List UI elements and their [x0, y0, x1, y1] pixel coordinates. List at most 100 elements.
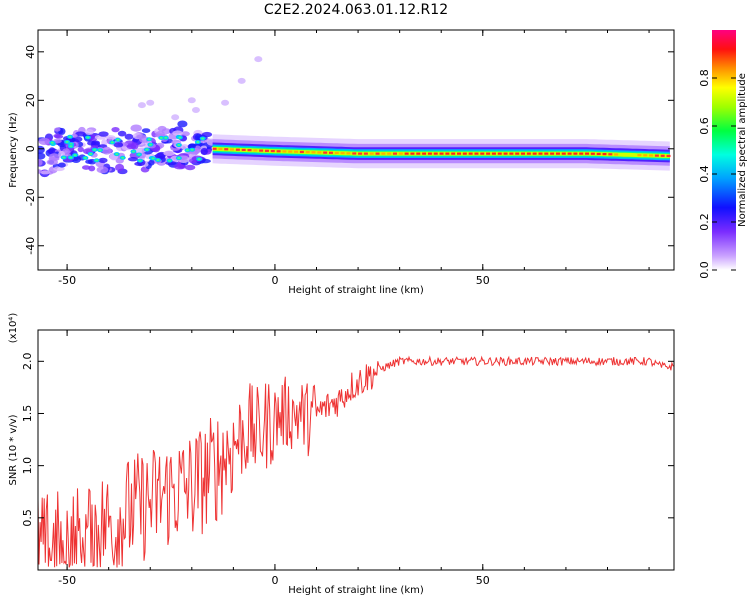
spectrogram-blob: [237, 77, 246, 84]
spectrogram-ridge-core: [491, 152, 496, 155]
spectrogram-ridge-core: [340, 152, 345, 155]
spectrogram-xlabel: Height of straight line (km): [288, 285, 424, 296]
spectrogram-hotspot-core: [62, 156, 66, 159]
snr-ytick-label: 2.0: [21, 353, 34, 371]
spectrogram-blob: [177, 120, 188, 128]
spectrogram-ridge-core: [352, 152, 357, 155]
spectrogram-ridge-core: [561, 152, 566, 155]
spectrogram-ridge-core: [567, 152, 572, 155]
spectrogram-hotspot-core: [159, 136, 163, 139]
spectrogram-blob: [53, 138, 62, 144]
spectrogram-ridge-core: [416, 152, 421, 155]
spectrogram-blob: [221, 99, 230, 106]
snr-multiplier: (x10⁴): [8, 313, 19, 344]
spectrogram-hotspot-core: [190, 148, 194, 151]
spectrogram-blob: [173, 164, 186, 170]
spectrogram-blob: [117, 130, 127, 137]
spectrogram-ridge-core: [404, 152, 409, 155]
spectrogram-hotspot-core: [110, 141, 114, 144]
spectrogram-blob: [48, 147, 56, 154]
spectrogram-ridge-core: [422, 152, 427, 155]
spectrogram-ridge-core: [288, 150, 293, 153]
spectrogram-ridge-core: [503, 152, 508, 155]
spectrogram-ridge-core: [462, 152, 467, 155]
spectrogram-ridge-core: [457, 152, 462, 155]
spectrogram-blob: [77, 146, 84, 153]
spectrogram-hotspot-core: [164, 136, 168, 139]
spectrogram-blob: [54, 127, 61, 132]
spectrogram-blob: [201, 131, 213, 138]
spectrogram-ridge-core: [660, 154, 665, 157]
spectrogram-ridge-core: [392, 152, 397, 155]
colorbar-tick-label: 0.2: [698, 213, 711, 231]
snr-ytick-label: 1.5: [21, 405, 34, 423]
spectrogram-blob: [191, 107, 200, 113]
spectrogram-blob: [127, 157, 139, 162]
spectrogram-panel: -50 0 50 -40 -20 0 20 40 Height of straight lin…: [8, 29, 675, 296]
spectrogram-ridge-core: [398, 152, 403, 155]
spectrogram-ridge-core: [608, 153, 613, 156]
spectrogram-ridge-core: [264, 149, 269, 152]
spectrogram-ridge-core: [555, 152, 560, 155]
spectrogram-blob: [84, 129, 95, 135]
spectrogram-ytick-label: 20: [24, 93, 37, 107]
spectrogram-blob: [254, 56, 263, 63]
spectrogram-ridge-core: [480, 152, 485, 155]
colorbar-tick-label: 0.6: [698, 117, 711, 135]
spectrogram-ridge-core: [474, 152, 479, 155]
spectrogram-blob: [53, 166, 65, 172]
spectrogram-ridge-core: [585, 152, 590, 155]
spectrogram-ridge-core: [521, 152, 526, 155]
snr-series-line: [38, 355, 674, 568]
spectrogram-ytick-label: 0: [24, 145, 37, 152]
spectrogram-blob: [53, 133, 61, 138]
spectrogram-ridge-core: [294, 150, 299, 153]
spectrogram-xtick-label: -50: [58, 274, 76, 287]
spectrogram-hotspot-core: [98, 149, 102, 152]
spectrogram-ridge-core: [381, 152, 386, 155]
spectrogram-ridge-core: [410, 152, 415, 155]
spectrogram-blob: [98, 131, 109, 137]
spectrogram-blob: [115, 163, 125, 172]
spectrogram-ridge-core: [602, 153, 607, 156]
colorbar: 0.0 0.2 0.4 0.6 0.8 Normalized spectral ampl…: [698, 30, 748, 279]
spectrogram-ridge-core: [590, 152, 595, 155]
spectrogram-marks: [38, 56, 671, 178]
spectrogram-hotspot-core: [131, 150, 135, 153]
spectrogram-hotspot-core: [65, 140, 69, 143]
spectrogram-ridge-core: [334, 151, 339, 155]
spectrogram-ridge-core: [637, 154, 642, 157]
spectrogram-hotspot-core: [93, 148, 97, 151]
spectrogram-ridge-core: [311, 151, 316, 154]
spectrogram-blob: [148, 159, 155, 166]
spectrogram-hotspot-core: [168, 159, 172, 162]
snr-ytick-label: 1.0: [21, 457, 34, 475]
snr-xlabel: Height of straight line (km): [288, 585, 424, 596]
spectrogram-blob: [38, 169, 42, 174]
spectrogram-blob: [184, 164, 196, 171]
snr-frame: [37, 329, 675, 571]
spectrogram-ridge-core: [596, 152, 601, 156]
colorbar-gradient: [712, 30, 736, 270]
spectrogram-blob: [38, 159, 43, 166]
spectrogram-ridge-core: [579, 152, 584, 155]
snr-ytick-label: 0.5: [21, 509, 34, 527]
spectrogram-blob: [137, 102, 146, 109]
spectrogram-hotspot-core: [68, 135, 72, 138]
spectrogram-ridge-core: [224, 148, 229, 151]
spectrogram-frame: [37, 29, 675, 271]
spectrogram-ridge-core: [247, 149, 252, 152]
spectrogram-ridge-core: [259, 149, 264, 152]
spectrogram-blob: [163, 150, 175, 157]
spectrogram-ridge-core: [654, 154, 659, 157]
snr-panel: -50 0 50 0.5 1.0 1.5 2.0 Height of straight li…: [8, 313, 675, 596]
spectrogram-ridge-core: [643, 154, 648, 157]
spectrogram-blob: [57, 162, 66, 168]
spectrogram-ridge-core: [369, 152, 374, 155]
spectrogram-ridge-core: [538, 152, 543, 155]
spectrogram-ridge-core: [526, 152, 531, 155]
spectrogram-ridge-core: [363, 152, 368, 155]
spectrogram-ytick-label: -20: [24, 188, 37, 206]
spectrogram-blob: [48, 153, 60, 161]
spectrogram-ytick-label: 40: [24, 45, 37, 59]
